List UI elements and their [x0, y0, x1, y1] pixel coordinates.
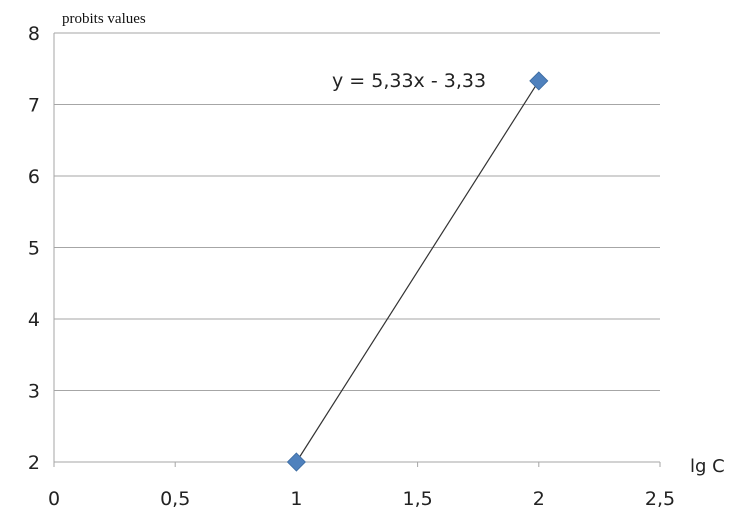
trendline: [295, 80, 540, 463]
y-tick-label: 5: [28, 238, 40, 260]
x-tick-label: 2: [533, 488, 545, 510]
x-tick-label: 1: [290, 488, 302, 510]
data-point: [286, 452, 306, 472]
y-tick-label: 7: [28, 95, 40, 117]
y-tick-label: 3: [28, 381, 40, 403]
y-axis-title: probits values: [62, 11, 146, 27]
data-point: [529, 71, 549, 91]
y-tick-label: 8: [28, 23, 40, 45]
labels-layer: 2 3 4 5 6 7 8 0 0,5 1 1,5 2 2,5: [28, 23, 675, 510]
y-tick-label: 4: [28, 309, 40, 331]
x-tick-label: 1,5: [402, 488, 432, 510]
axis-layer: [53, 33, 661, 467]
x-tick-label: 0,5: [160, 488, 190, 510]
points-layer: [286, 71, 549, 472]
y-tick-label: 2: [28, 452, 40, 474]
trendline-layer: [295, 80, 540, 463]
trendline-equation: y = 5,33x - 3,33: [332, 70, 486, 92]
x-tick-label: 2,5: [645, 488, 675, 510]
grid-layer: [54, 32, 660, 463]
x-tick-label: 0: [48, 488, 60, 510]
x-axis-title: lg C: [690, 456, 725, 477]
y-tick-label: 6: [28, 166, 40, 188]
